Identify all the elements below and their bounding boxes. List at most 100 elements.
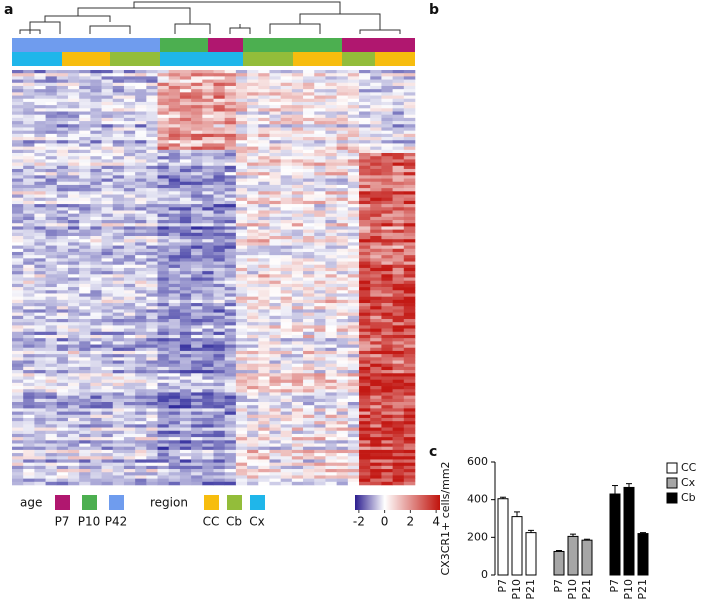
- heatmap-cell: [135, 210, 147, 214]
- heatmap-cell: [157, 111, 170, 115]
- heatmap-cell: [359, 248, 371, 253]
- heatmap-cell: [258, 290, 270, 294]
- heatmap-cell: [258, 111, 270, 115]
- heatmap-cell: [12, 162, 24, 167]
- heatmap-cell: [224, 117, 237, 122]
- heatmap-cell: [79, 89, 91, 93]
- heatmap-cell: [381, 121, 393, 125]
- heatmap-cell: [179, 408, 192, 412]
- heatmap-cell: [56, 408, 69, 412]
- heatmap-cell: [202, 440, 214, 444]
- heatmap-cell: [202, 261, 214, 266]
- region-strip: [342, 52, 375, 66]
- heatmap-cell: [247, 79, 259, 84]
- heatmap-cell: [67, 232, 80, 237]
- heatmap-cell: [314, 108, 326, 112]
- heatmap-cell: [146, 363, 158, 368]
- heatmap-cell: [235, 408, 248, 412]
- heatmap-cell: [79, 382, 91, 387]
- heatmap-cell: [179, 159, 192, 163]
- heatmap-cell: [235, 245, 248, 250]
- heatmap-cell: [168, 165, 181, 170]
- heatmap-cell: [213, 178, 225, 183]
- heatmap-cell: [34, 82, 46, 87]
- heatmap-cell: [34, 258, 46, 262]
- heatmap-cell: [359, 306, 371, 310]
- heatmap-cell: [12, 408, 24, 412]
- heatmap-cell: [79, 261, 91, 266]
- heatmap-cell: [67, 402, 80, 406]
- heatmap-cell: [213, 223, 225, 227]
- heatmap-cell: [202, 79, 214, 84]
- heatmap-cell: [90, 402, 102, 406]
- heatmap-cell: [291, 296, 304, 301]
- heatmap-cell: [213, 188, 225, 192]
- heatmap-cell: [235, 108, 248, 112]
- heatmap-cell: [157, 437, 170, 441]
- heatmap-cell: [157, 255, 170, 259]
- heatmap-cell: [56, 303, 69, 307]
- heatmap-cell: [34, 108, 46, 112]
- heatmap-cell: [303, 267, 315, 272]
- heatmap-cell: [12, 389, 24, 393]
- heatmap-cell: [146, 376, 158, 380]
- heatmap-cell: [370, 446, 382, 451]
- heatmap-cell: [146, 248, 158, 253]
- heatmap-cell: [56, 146, 69, 151]
- heatmap-cell: [45, 402, 58, 406]
- heatmap-cell: [56, 89, 69, 93]
- heatmap-cell: [79, 309, 91, 313]
- heatmap-cell: [336, 213, 349, 218]
- heatmap-cell: [79, 331, 91, 336]
- heatmap-cell: [79, 328, 91, 333]
- heatmap-cell: [123, 417, 136, 422]
- heatmap-cell: [258, 98, 270, 103]
- heatmap-cell: [247, 405, 259, 409]
- heatmap-cell: [381, 210, 393, 214]
- heatmap-cell: [157, 322, 170, 326]
- heatmap-cell: [403, 277, 416, 281]
- heatmap-cell: [202, 130, 214, 135]
- heatmap-cell: [12, 315, 24, 320]
- heatmap-cell: [123, 117, 136, 122]
- heatmap-cell: [191, 290, 203, 294]
- heatmap-cell: [135, 105, 147, 109]
- heatmap-cell: [179, 267, 192, 272]
- heatmap-cell: [325, 366, 337, 371]
- heatmap-cell: [135, 194, 147, 198]
- heatmap-cell: [381, 328, 393, 333]
- heatmap-cell: [370, 175, 382, 179]
- heatmap-cell: [213, 184, 225, 189]
- heatmap-cell: [347, 188, 360, 192]
- heatmap-cell: [157, 85, 170, 90]
- heatmap-cell: [101, 85, 114, 90]
- heatmap-cell: [213, 421, 225, 425]
- heatmap-cell: [381, 130, 393, 135]
- heatmap-cell: [168, 315, 181, 320]
- heatmap-cell: [67, 376, 80, 380]
- heatmap-cell: [224, 232, 237, 237]
- heatmap-cell: [291, 108, 304, 112]
- heatmap-cell: [56, 421, 69, 425]
- heatmap-cell: [269, 117, 281, 122]
- heatmap-cell: [247, 251, 259, 256]
- heatmap-cell: [325, 137, 337, 141]
- heatmap-cell: [213, 229, 225, 234]
- heatmap-cell: [45, 82, 58, 87]
- heatmap-cell: [403, 121, 416, 125]
- heatmap-cell: [381, 258, 393, 262]
- heatmap-cell: [224, 70, 237, 74]
- heatmap-cell: [336, 251, 349, 256]
- heatmap-cell: [34, 223, 46, 227]
- heatmap-cell: [280, 121, 293, 125]
- heatmap-cell: [269, 306, 281, 310]
- heatmap-cell: [280, 127, 293, 131]
- heatmap-cell: [56, 226, 69, 230]
- heatmap-cell: [403, 363, 416, 368]
- heatmap-cell: [112, 309, 125, 313]
- heatmap-cell: [280, 108, 293, 112]
- heatmap-cell: [280, 395, 293, 400]
- heatmap-cell: [269, 73, 281, 77]
- heatmap-cell: [370, 223, 382, 227]
- heatmap-cell: [112, 430, 125, 435]
